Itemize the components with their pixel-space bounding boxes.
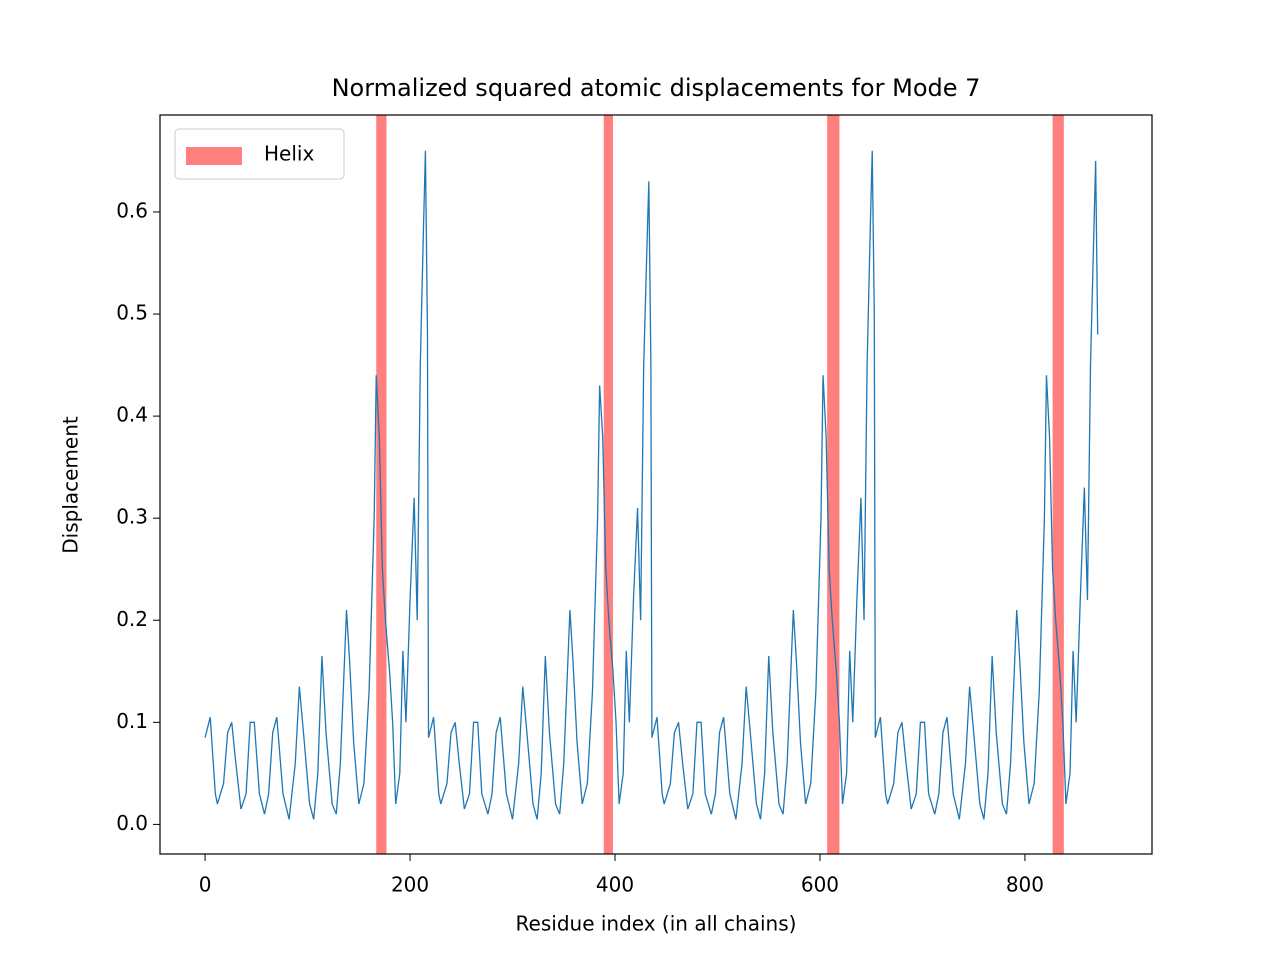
legend-box bbox=[174, 128, 345, 180]
y-tick-label: 0.3 bbox=[116, 505, 148, 529]
helix-span bbox=[376, 115, 387, 854]
x-tick-label: 800 bbox=[1006, 873, 1044, 897]
helix-span bbox=[1052, 115, 1064, 854]
y-tick-label: 0.6 bbox=[116, 198, 148, 222]
y-tick-label: 0.5 bbox=[116, 301, 148, 325]
helix-span bbox=[603, 115, 613, 854]
x-tick-label: 0 bbox=[199, 873, 212, 897]
x-tick-label: 600 bbox=[801, 873, 839, 897]
y-tick-label: 0.4 bbox=[116, 403, 148, 427]
y-axis-label: Displacement bbox=[59, 416, 83, 554]
data-line bbox=[204, 150, 1099, 820]
legend-label: Helix bbox=[264, 142, 314, 166]
plot-frame bbox=[159, 114, 1153, 855]
legend-swatch bbox=[186, 147, 242, 165]
y-tick-label: 0.0 bbox=[116, 811, 148, 835]
x-tick-label: 400 bbox=[596, 873, 634, 897]
chart-title: Normalized squared atomic displacements … bbox=[332, 74, 981, 102]
x-axis-label: Residue index (in all chains) bbox=[516, 912, 797, 936]
helix-span bbox=[827, 115, 840, 854]
y-tick-label: 0.2 bbox=[116, 607, 148, 631]
x-tick-label: 200 bbox=[391, 873, 429, 897]
y-tick-label: 0.1 bbox=[116, 709, 148, 733]
